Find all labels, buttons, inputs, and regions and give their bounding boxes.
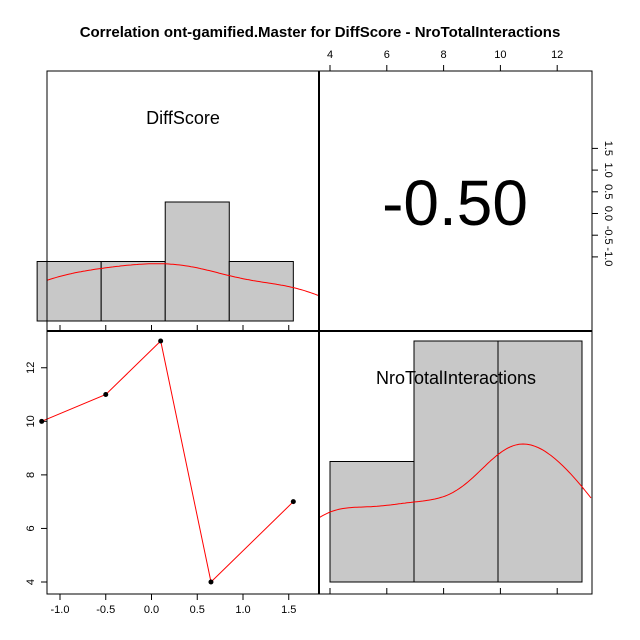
right-axis-tick-label: 1.5 — [602, 141, 614, 156]
x-axis-tick-label: 0.0 — [144, 604, 159, 616]
nrototal-hist-bar — [497, 340, 583, 583]
right-axis-tick-label: 1.0 — [602, 162, 614, 177]
nrototal-hist-bar — [413, 340, 499, 583]
top-axis-tick-label: 4 — [327, 49, 333, 61]
x-axis-tick-label: -0.5 — [96, 604, 115, 616]
diffscore-hist-bar — [100, 261, 166, 322]
scatter-point — [103, 392, 109, 398]
chart-title: Correlation ont-gamified.Master for Diff… — [80, 24, 561, 41]
left-axis-tick-label: 8 — [25, 472, 37, 478]
nrototal-density-curve — [318, 443, 592, 519]
right-axis-tick-label: 0.0 — [602, 206, 614, 221]
x-axis-tick-label: 1.0 — [235, 604, 250, 616]
top-axis-tick-label: 10 — [494, 49, 506, 61]
top-axis-tick-label: 6 — [384, 49, 390, 61]
diffscore-density-curve — [46, 263, 320, 297]
scatter-point — [208, 579, 214, 585]
right-axis-tick-label: -1.0 — [602, 247, 614, 266]
top-axis-tick-label: 8 — [441, 49, 447, 61]
right-axis-tick-label: -0.5 — [602, 226, 614, 245]
scatter-point — [158, 338, 164, 344]
left-axis-tick-label: 10 — [25, 415, 37, 427]
top-axis-tick-label: 12 — [551, 49, 563, 61]
nrototal-label: NroTotalInteractions — [376, 368, 536, 388]
panel-frame — [46, 330, 320, 595]
diffscore-hist-bar — [164, 201, 230, 322]
x-axis-tick-label: 1.5 — [281, 604, 296, 616]
diffscore-label: DiffScore — [146, 108, 220, 128]
scatter-point — [290, 499, 296, 505]
diffscore-hist-bar — [36, 261, 102, 322]
correlation-value: -0.50 — [382, 167, 528, 239]
x-axis-tick-label: -1.0 — [51, 604, 70, 616]
left-axis-tick-label: 4 — [25, 579, 37, 585]
nrototal-hist-bar — [329, 461, 415, 583]
scatter-smooth-line — [41, 340, 294, 583]
right-axis-tick-label: 0.5 — [602, 184, 614, 199]
left-axis-tick-label: 6 — [25, 525, 37, 531]
left-axis-tick-label: 12 — [25, 362, 37, 374]
diffscore-hist-bar — [228, 261, 294, 322]
x-axis-tick-label: 0.5 — [190, 604, 205, 616]
